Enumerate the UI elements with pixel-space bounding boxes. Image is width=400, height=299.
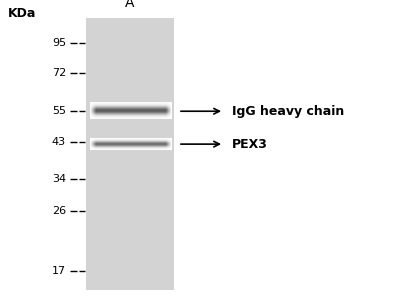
Text: 43: 43: [52, 137, 66, 147]
Text: 17: 17: [52, 266, 66, 276]
Text: 34: 34: [52, 174, 66, 184]
Text: 72: 72: [52, 68, 66, 78]
Text: 26: 26: [52, 206, 66, 216]
Text: 55: 55: [52, 106, 66, 116]
Text: PEX3: PEX3: [232, 138, 268, 151]
Text: KDa: KDa: [8, 7, 36, 20]
Text: A: A: [125, 0, 135, 10]
Text: IgG heavy chain: IgG heavy chain: [232, 105, 344, 118]
Text: 95: 95: [52, 38, 66, 48]
Bar: [86, 18, 174, 290]
